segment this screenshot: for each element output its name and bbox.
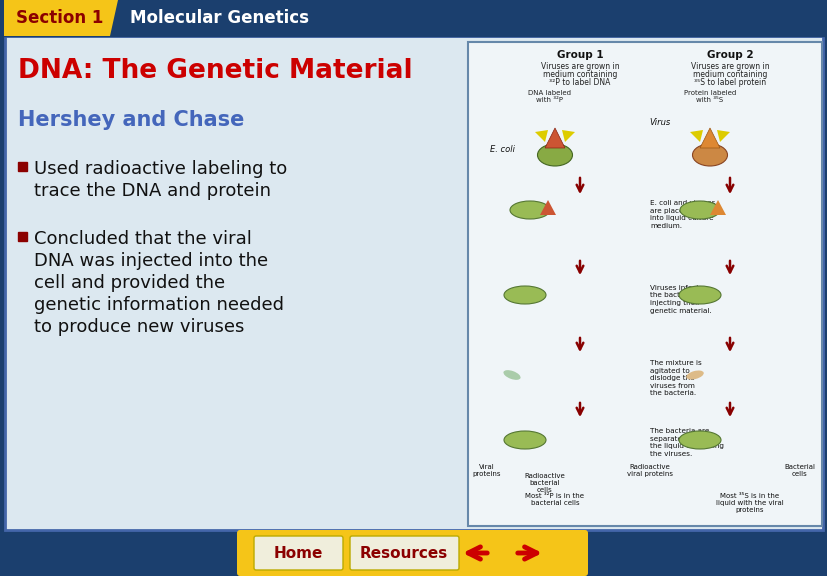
Text: Group 1: Group 1 <box>556 50 603 60</box>
Text: E. coli and viruses
are placed together
into liquid culture
medium.: E. coli and viruses are placed together … <box>649 200 721 229</box>
Text: genetic information needed: genetic information needed <box>34 296 284 314</box>
Text: Resources: Resources <box>360 545 447 560</box>
Text: DNA: The Genetic Material: DNA: The Genetic Material <box>18 58 412 84</box>
Text: ³⁵S to label protein: ³⁵S to label protein <box>693 78 765 87</box>
Text: Molecular Genetics: Molecular Genetics <box>130 9 308 27</box>
Text: The mixture is
agitated to
dislodge the
viruses from
the bacteria.: The mixture is agitated to dislodge the … <box>649 360 701 396</box>
Bar <box>18 232 27 241</box>
Text: Hershey and Chase: Hershey and Chase <box>18 110 244 130</box>
Text: Protein labeled
with ³⁵S: Protein labeled with ³⁵S <box>683 90 735 103</box>
Text: Most ³²P is in the
bacterial cells: Most ³²P is in the bacterial cells <box>525 493 584 506</box>
Polygon shape <box>699 128 719 148</box>
Bar <box>5 36 822 530</box>
Text: Used radioactive labeling to: Used radioactive labeling to <box>34 160 287 178</box>
Text: cell and provided the: cell and provided the <box>34 274 225 292</box>
Text: DNA labeled
with ³²P: DNA labeled with ³²P <box>528 90 571 103</box>
Text: Viruses infect
the bacteria,
injecting their
genetic material.: Viruses infect the bacteria, injecting t… <box>649 285 710 313</box>
Text: Concluded that the viral: Concluded that the viral <box>34 230 251 248</box>
Text: Radioactive
bacterial
cells: Radioactive bacterial cells <box>524 473 565 493</box>
Ellipse shape <box>679 201 719 219</box>
FancyBboxPatch shape <box>350 536 458 570</box>
Polygon shape <box>4 0 118 36</box>
Text: medium containing: medium containing <box>692 70 767 79</box>
Polygon shape <box>534 130 547 142</box>
Polygon shape <box>544 128 564 148</box>
Text: to produce new viruses: to produce new viruses <box>34 318 244 336</box>
Text: Radioactive
viral proteins: Radioactive viral proteins <box>626 464 672 477</box>
Text: Virus: Virus <box>648 118 670 127</box>
Ellipse shape <box>503 370 520 380</box>
Text: DNA was injected into the: DNA was injected into the <box>34 252 268 270</box>
Text: Home: Home <box>273 545 323 560</box>
Text: Group 2: Group 2 <box>705 50 753 60</box>
Bar <box>0 0 827 36</box>
FancyBboxPatch shape <box>254 536 342 570</box>
Text: Viruses are grown in: Viruses are grown in <box>690 62 768 71</box>
Ellipse shape <box>504 431 545 449</box>
FancyBboxPatch shape <box>237 530 587 576</box>
Text: medium containing: medium containing <box>543 70 616 79</box>
Text: Bacterial
cells: Bacterial cells <box>783 464 815 477</box>
Text: trace the DNA and protein: trace the DNA and protein <box>34 182 270 200</box>
Text: Section 1: Section 1 <box>17 9 103 27</box>
Ellipse shape <box>686 370 703 380</box>
Polygon shape <box>689 130 702 142</box>
Polygon shape <box>709 200 725 215</box>
Text: E. coli: E. coli <box>490 145 514 154</box>
Ellipse shape <box>678 431 720 449</box>
Text: Viral
proteins: Viral proteins <box>472 464 500 477</box>
Ellipse shape <box>691 144 727 166</box>
Text: Viruses are grown in: Viruses are grown in <box>540 62 619 71</box>
Text: ³²P to label DNA: ³²P to label DNA <box>548 78 610 87</box>
Ellipse shape <box>504 286 545 304</box>
Text: Most ³⁵S is in the
liquid with the viral
proteins: Most ³⁵S is in the liquid with the viral… <box>715 493 783 513</box>
Ellipse shape <box>678 286 720 304</box>
Polygon shape <box>562 130 574 142</box>
Ellipse shape <box>537 144 571 166</box>
Text: The bacteria are
separated from
the liquid containing
the viruses.: The bacteria are separated from the liqu… <box>649 428 723 457</box>
Polygon shape <box>539 200 555 215</box>
Polygon shape <box>716 130 729 142</box>
Ellipse shape <box>509 201 549 219</box>
Bar <box>467 42 821 526</box>
Bar <box>18 162 27 171</box>
